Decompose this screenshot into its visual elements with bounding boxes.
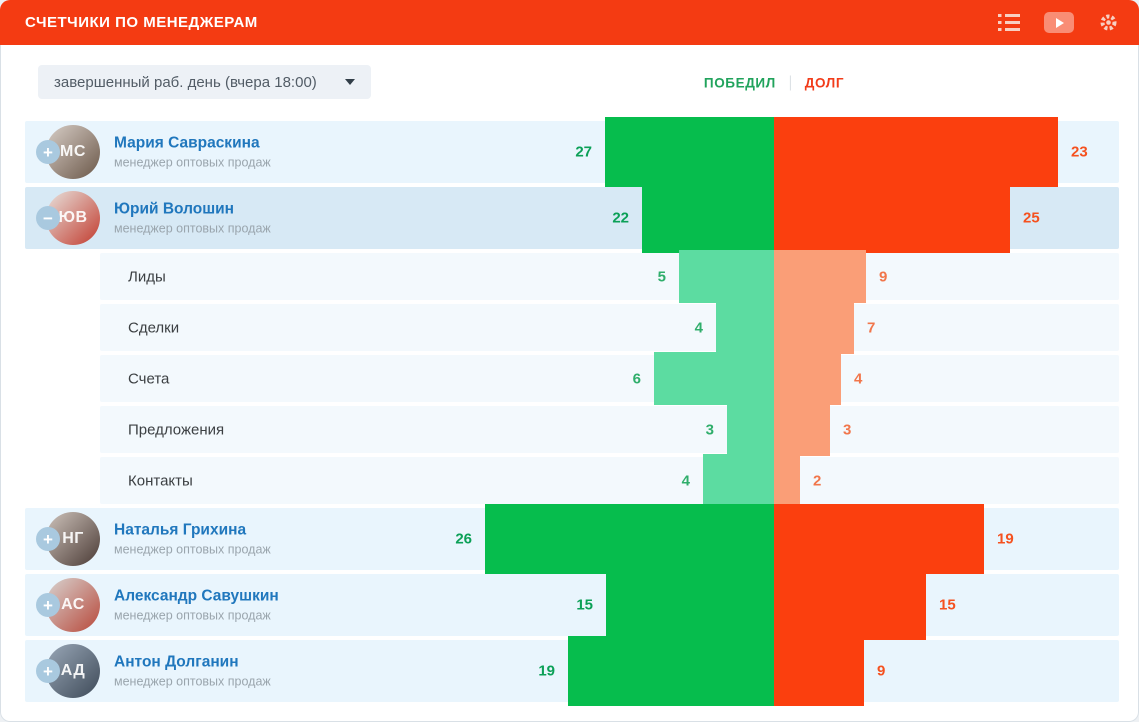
manager-info: Антон Долганин менеджер оптовых продаж [114,654,271,689]
debt-value: 7 [867,319,876,336]
debt-bar [774,570,926,640]
debt-bar [774,403,830,456]
debt-value: 23 [1071,143,1088,161]
legend-divider [789,75,791,91]
manager-row[interactable]: + НГ Наталья Грихина менеджер оптовых прода… [0,504,1139,574]
expand-button[interactable]: + [36,659,60,683]
debt-bar [774,117,1058,187]
manager-row[interactable]: + МС Мария Савраскина менеджер оптовых прод… [0,117,1139,187]
period-dropdown-value: завершенный раб. день (вчера 18:00) [54,73,317,91]
row-background [100,253,1119,300]
header-icons [998,12,1119,33]
row-background [100,457,1119,504]
chevron-down-icon [344,79,355,85]
category-label: Лиды [128,268,166,285]
won-value: 15 [576,596,593,614]
won-bar [727,403,774,456]
manager-row[interactable]: + АС Александр Савушкин менеджер оптовых пр… [0,570,1139,640]
debt-value: 25 [1023,209,1040,227]
category-label: Предложения [128,421,225,438]
manager-info: Александр Савушкин менеджер оптовых прода… [114,588,279,623]
won-bar [485,504,774,574]
manager-role: менеджер оптовых продаж [114,674,271,689]
list-icon[interactable] [998,14,1020,31]
debt-value: 2 [813,472,822,489]
debt-value: 9 [879,268,888,285]
debt-value: 3 [843,421,852,438]
category-label: Контакты [128,472,193,489]
category-row: Лиды 5 9 [0,250,1139,303]
manager-role: менеджер оптовых продаж [114,155,271,170]
collapse-button[interactable]: − [36,206,60,230]
won-bar [703,454,774,507]
manager-name: Наталья Грихина [114,521,247,539]
manager-row[interactable]: − ЮВ Юрий Волошин менеджер оптовых продаж 22… [0,183,1139,253]
debt-bar [774,504,984,574]
row-background [100,406,1119,453]
won-bar [642,183,774,253]
won-value: 22 [612,209,629,227]
app-header: СЧЕТЧИКИ ПО МЕНЕДЖЕРАМ [0,0,1139,45]
debt-bar [774,250,866,303]
category-label: Счета [128,370,170,387]
expand-button[interactable]: + [36,593,60,617]
chart-legend: ПОБЕДИЛ ДОЛГ [703,75,845,91]
debt-bar [774,454,800,507]
period-dropdown[interactable]: завершенный раб. день (вчера 18:00) [38,65,371,99]
manager-role: менеджер оптовых продаж [114,221,271,236]
legend-debt: ДОЛГ [804,75,845,91]
debt-bar [774,183,1010,253]
manager-role: менеджер оптовых продаж [114,542,271,557]
won-bar [568,636,774,706]
won-bar [654,352,774,405]
won-value: 5 [657,268,666,285]
expand-button[interactable]: + [36,527,60,551]
won-value: 19 [538,662,555,680]
category-row: Сделки 4 7 [0,301,1139,354]
legend-won: ПОБЕДИЛ [703,75,776,91]
won-bar [679,250,774,303]
manager-name: Мария Савраскина [114,134,260,152]
manager-role: менеджер оптовых продаж [114,608,271,623]
video-play-button[interactable] [1044,12,1074,33]
managers-chart: + МС Мария Савраскина менеджер оптовых прод… [0,117,1139,706]
manager-name: Александр Савушкин [114,587,279,605]
play-icon [1056,17,1064,28]
manager-name: Юрий Волошин [114,200,235,218]
manager-info: Наталья Грихина менеджер оптовых продаж [114,522,271,557]
category-row: Счета 6 4 [0,352,1139,405]
won-bar [606,570,774,640]
row-background [100,304,1119,351]
category-row: Предложения 3 3 [0,403,1139,456]
category-label: Сделки [128,319,180,336]
won-bar [716,301,774,354]
debt-value: 9 [877,662,886,680]
row-background [25,574,1119,636]
page-title: СЧЕТЧИКИ ПО МЕНЕДЖЕРАМ [25,14,258,31]
won-value: 27 [575,143,592,161]
debt-value: 19 [997,530,1014,548]
manager-name: Антон Долганин [114,653,239,671]
manager-row[interactable]: + АД Антон Долганин менеджер оптовых продаж… [0,636,1139,706]
debt-value: 4 [854,370,863,387]
won-value: 26 [455,530,472,548]
debt-value: 15 [939,596,956,614]
manager-info: Юрий Волошин менеджер оптовых продаж [114,201,271,236]
won-value: 4 [681,472,690,489]
won-value: 3 [705,421,714,438]
category-row: Контакты 4 2 [0,454,1139,507]
gear-icon[interactable] [1098,12,1119,33]
row-background [100,355,1119,402]
debt-bar [774,352,841,405]
debt-bar [774,636,864,706]
expand-button[interactable]: + [36,140,60,164]
debt-bar [774,301,854,354]
toolbar: завершенный раб. день (вчера 18:00) ПОБЕ… [0,45,1139,121]
won-value: 6 [632,370,641,387]
won-bar [605,117,774,187]
won-value: 4 [694,319,703,336]
manager-info: Мария Савраскина менеджер оптовых продаж [114,135,271,170]
